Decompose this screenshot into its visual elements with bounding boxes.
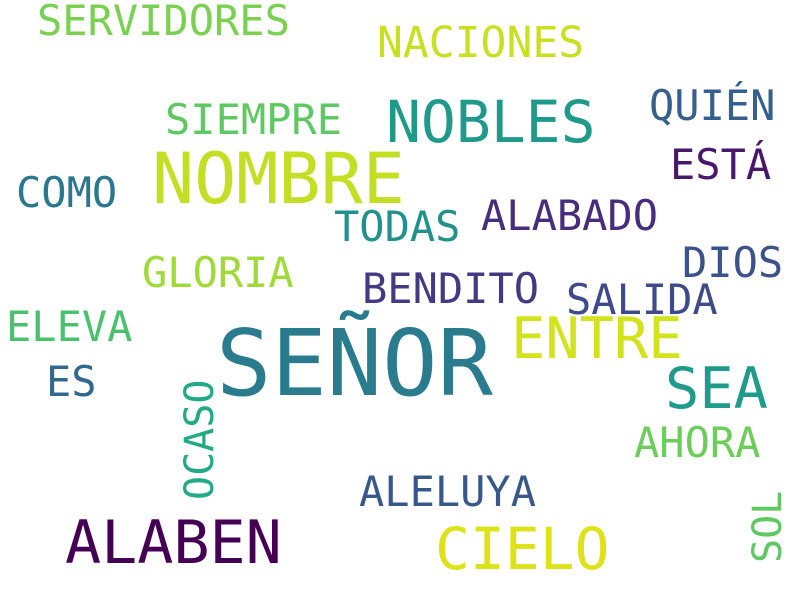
- word-ocaso: OCASO: [177, 379, 223, 500]
- word-bendito: BENDITO: [362, 264, 540, 313]
- word-ahora: AHORA: [634, 418, 761, 467]
- word-naciones: NACIONES: [377, 18, 585, 68]
- word-todas: TODAS: [334, 202, 461, 251]
- word-servidores: SERVIDORES: [37, 0, 290, 45]
- word-eleva: ELEVA: [6, 302, 133, 351]
- word-gloria: GLORIA: [142, 248, 294, 297]
- word-sol: SOL: [745, 490, 791, 563]
- word-aleluya: ALELUYA: [359, 467, 537, 516]
- word-como: COMO: [16, 168, 118, 217]
- word-dios: DIOS: [682, 238, 784, 287]
- word-sea: SEA: [665, 356, 768, 422]
- word-cielo: CIELO: [435, 515, 610, 583]
- word-nobles: NOBLES: [386, 88, 596, 156]
- word-salida: SALIDA: [566, 275, 718, 324]
- word-alaben: ALABEN: [65, 508, 282, 578]
- word-entre: ENTRE: [511, 306, 683, 372]
- word-nombre: NOMBRE: [152, 138, 405, 220]
- word-senor: SEÑOR: [216, 310, 493, 417]
- word-quien: QUIÉN: [649, 81, 776, 130]
- word-es: ES: [46, 357, 97, 406]
- word-alabado: ALABADO: [481, 191, 659, 240]
- word-esta: ESTÁ: [670, 140, 772, 189]
- word-siempre: SIEMPRE: [165, 95, 343, 144]
